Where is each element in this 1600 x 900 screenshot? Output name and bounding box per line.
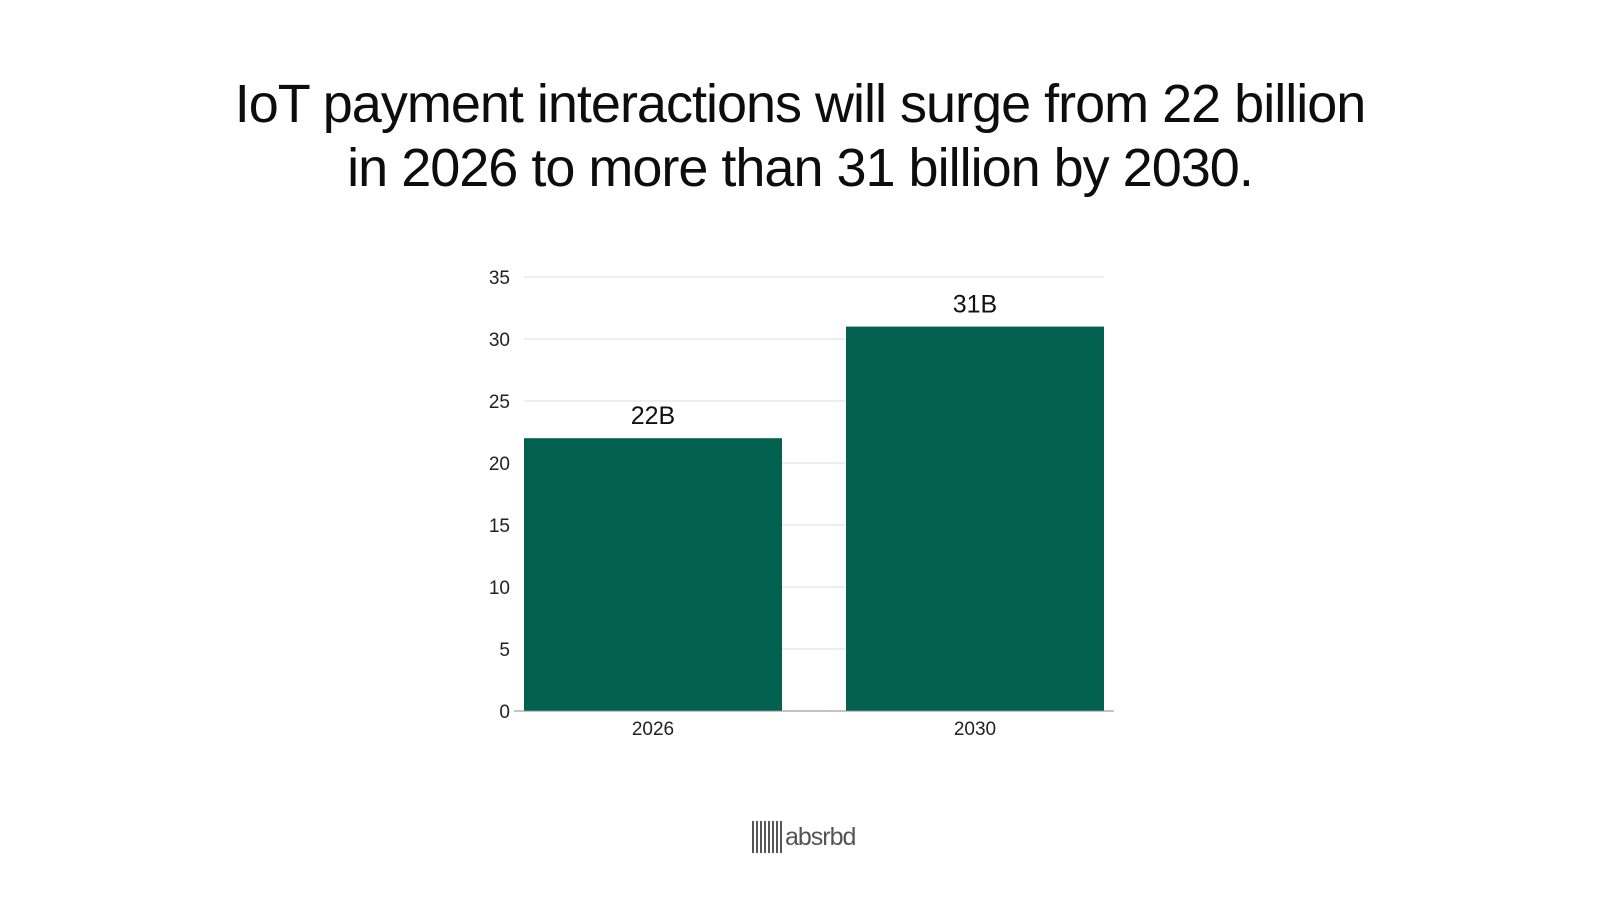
y-tick-label: 0: [499, 702, 510, 723]
y-tick-label: 35: [489, 268, 510, 289]
chart-title: IoT payment interactions will surge from…: [0, 72, 1600, 200]
y-tick-label: 30: [489, 330, 510, 351]
x-tick-label: 2026: [632, 719, 674, 740]
barcode-logo-icon: [752, 821, 782, 853]
bars: [524, 326, 1104, 711]
y-tick-label: 25: [489, 392, 510, 413]
x-tick-label: 2030: [954, 719, 996, 740]
labels: 0 5 10 15 20 25 30 35 22B 2026 31B 2030: [489, 268, 997, 740]
y-tick-label: 20: [489, 454, 510, 475]
brand-logo-text: absrbd: [785, 822, 856, 851]
bar-data-label: 22B: [631, 402, 675, 430]
bar-data-label: 31B: [953, 291, 997, 319]
bar: [524, 438, 782, 711]
chart-title-line-1: IoT payment interactions will surge from…: [234, 74, 1367, 134]
bar: [846, 326, 1104, 711]
y-tick-label: 15: [489, 516, 510, 537]
y-tick-label: 5: [499, 640, 510, 661]
brand-logo: absrbd: [752, 820, 856, 854]
chart-title-line-2: in 2026 to more than 31 billion by 2030.: [347, 138, 1254, 198]
y-tick-label: 10: [489, 578, 510, 599]
